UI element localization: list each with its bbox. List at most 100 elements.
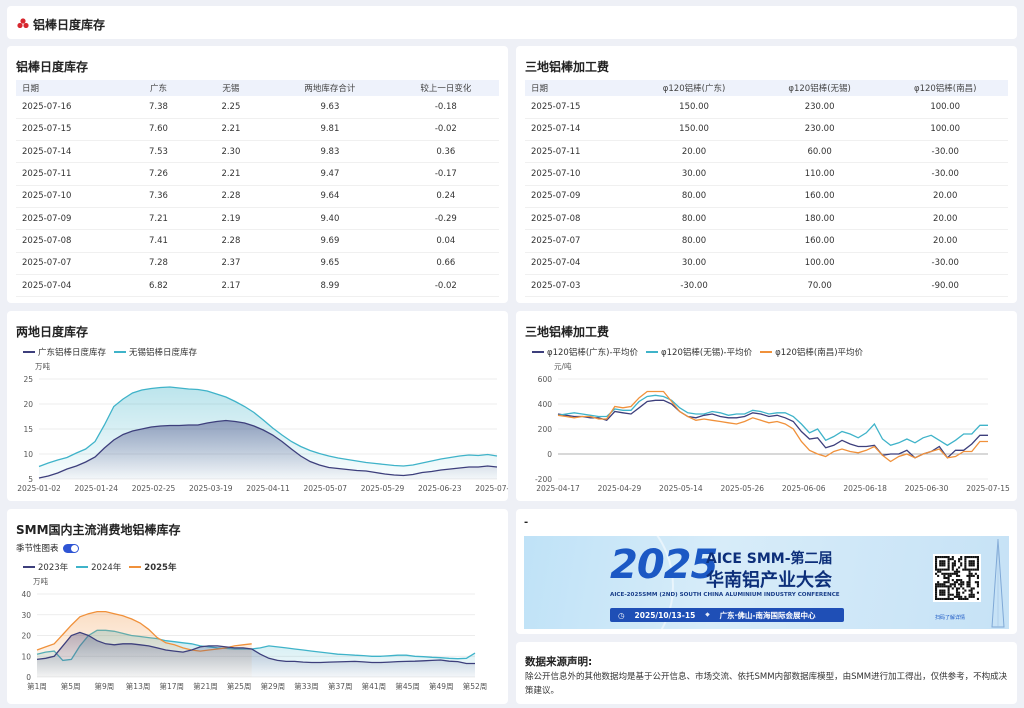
table-row: 2025-07-11 20.00 60.00 -30.00 xyxy=(525,140,1008,164)
legend-item-fee-wuxi[interactable]: φ120铝棒(无锡)-平均价 xyxy=(646,346,752,358)
table-row: 2025-07-15 150.00 230.00 100.00 xyxy=(525,96,1008,119)
table-cell: 7.41 xyxy=(122,229,195,253)
table-cell: -0.02 xyxy=(392,274,499,298)
fee-col-header: φ120铝棒(广东) xyxy=(662,84,726,94)
y-tick-label: 400 xyxy=(538,400,553,409)
disclaimer-card: 数据来源声明: 除公开信息外的其他数据均是基于公开信息、市场交流、依托SMM内部… xyxy=(516,642,1017,704)
table-cell: 2025-07-16 xyxy=(16,96,123,119)
table-cell: 2025-07-14 xyxy=(16,140,123,164)
y-tick-label: 600 xyxy=(538,375,553,384)
legend-item-guangdong[interactable]: 广东铝棒日度库存 xyxy=(23,346,106,358)
tower-icon xyxy=(991,539,1005,628)
table-row: 2025-07-08 80.00 180.00 20.00 xyxy=(525,207,1008,231)
table-cell: 2.21 xyxy=(194,162,268,186)
table-cell: 230.00 xyxy=(756,96,883,119)
fee-col-header: φ120铝棒(无锡) xyxy=(788,84,851,94)
y-axis-unit: 万吨 xyxy=(35,361,50,371)
banner-title-line1: AICE SMM-第二届 xyxy=(706,551,833,567)
stock-area-chart: 万吨 5 10 15 20 25 2025-01-02 2025-01-24 2025-02-2… xyxy=(17,361,508,493)
x-tick-label: 2025-06-06 xyxy=(782,484,826,493)
table-cell: 9.81 xyxy=(267,118,393,142)
table-cell: 0.36 xyxy=(392,140,499,164)
x-tick-label: 2025-05-26 xyxy=(720,484,764,493)
table-row: 2025-07-04 30.00 100.00 -30.00 xyxy=(525,252,1008,275)
y-tick-label: 30 xyxy=(21,611,31,620)
inventory-col-header: 日期 xyxy=(22,84,40,94)
y-axis-unit: 元/吨 xyxy=(554,361,572,371)
series-line-2 xyxy=(557,390,988,463)
table-cell: 100.00 xyxy=(882,118,1008,142)
table-cell: 70.00 xyxy=(756,274,883,298)
x-tick-label: 2025-04-11 xyxy=(246,484,290,493)
table-row: 2025-07-07 80.00 160.00 20.00 xyxy=(525,229,1008,253)
series-area-2 xyxy=(37,632,475,677)
disclaimer-title: 数据来源声明: xyxy=(525,656,593,668)
y-axis-unit: 万吨 xyxy=(33,576,48,586)
table-cell: 2025-07-07 xyxy=(16,252,123,275)
legend-item-2024[interactable]: 2024年 xyxy=(76,561,121,573)
seasonal-area-chart: 万吨 0 10 20 30 40 第1周 第5周 第9周 第13周 第17周 第21周 第25周 第29周… xyxy=(21,576,487,691)
table-cell: -0.17 xyxy=(392,162,499,186)
table-cell: 2025-07-15 xyxy=(16,118,123,142)
legend-item-fee-guangdong[interactable]: φ120铝棒(广东)-平均价 xyxy=(532,346,638,358)
qr-code-icon xyxy=(933,554,981,602)
seasonal-chart-title: SMM国内主流消费地铝棒库存 xyxy=(16,523,181,537)
table-cell: -0.02 xyxy=(392,118,499,142)
y-tick-label: 10 xyxy=(21,652,31,661)
disclaimer-text: 除公开信息外的其他数据均是基于公开信息、市场交流、依托SMM内部数据库模型，由S… xyxy=(525,672,1008,696)
y-tick-label: 25 xyxy=(23,375,33,384)
table-cell: 2.19 xyxy=(194,207,268,231)
inventory-table-title: 铝棒日度库存 xyxy=(16,60,89,74)
table-row: 2025-07-14 150.00 230.00 100.00 xyxy=(525,118,1008,142)
x-tick-label: 2025-03-19 xyxy=(189,484,233,493)
x-tick-label: 第17周 xyxy=(159,681,184,691)
x-tick-label: 2025-05-29 xyxy=(361,484,405,493)
legend-item-fee-nanchang[interactable]: φ120铝棒(南昌)平均价 xyxy=(760,346,863,358)
table-cell: 8.99 xyxy=(267,274,393,298)
fee-chart-title: 三地铝棒加工费 xyxy=(525,325,610,339)
table-cell: 2025-07-11 xyxy=(525,140,632,164)
seasonal-toggle-label: 季节性图表 xyxy=(16,544,59,554)
table-row: 2025-07-04 6.82 2.17 8.99 -0.02 xyxy=(16,274,499,298)
x-tick-label: 第41周 xyxy=(362,681,387,691)
table-cell: 2025-07-11 xyxy=(16,162,123,186)
legend-item-2025[interactable]: 2025年 xyxy=(129,561,176,573)
conference-banner[interactable]: 2025 AICE SMM-第二届 华南铝产业大会 AICE-2025SMM (… xyxy=(524,536,1009,629)
fee-col-header: φ120铝棒(南昌) xyxy=(913,84,977,94)
smm-logo-icon xyxy=(17,18,29,28)
table-cell: -30.00 xyxy=(882,140,1008,164)
table-cell: 80.00 xyxy=(631,207,757,231)
legend-item-2023[interactable]: 2023年 xyxy=(23,561,68,573)
table-cell: 60.00 xyxy=(756,140,883,164)
table-row: 2025-07-15 7.60 2.21 9.81 -0.02 xyxy=(16,118,499,142)
table-cell: 2.28 xyxy=(194,185,268,208)
seasonal-toggle[interactable] xyxy=(62,543,79,553)
table-row: 2025-07-11 7.26 2.21 9.47 -0.17 xyxy=(16,162,499,186)
table-cell: 2.37 xyxy=(194,252,268,275)
fee-table: 日期 φ120铝棒(广东) φ120铝棒(无锡) φ120铝棒(南昌) 2025-07… xyxy=(525,80,1008,298)
banner-subtitle: AICE-2025SMM (2ND) SOUTH CHINA ALUMINIUM… xyxy=(610,592,840,598)
table-cell: 30.00 xyxy=(631,252,757,275)
table-cell: 7.36 xyxy=(122,185,195,208)
banner-date: 2025/10/13-15 xyxy=(634,610,696,620)
table-cell: 2025-07-07 xyxy=(525,229,632,253)
inventory-col-header: 无锡 xyxy=(222,84,240,94)
legend-item-wuxi[interactable]: 无锡铝棒日度库存 xyxy=(114,346,197,358)
table-row: 2025-07-03 -30.00 70.00 -90.00 xyxy=(525,274,1008,298)
table-cell: 0.66 xyxy=(392,252,499,275)
table-cell: 80.00 xyxy=(631,229,757,253)
y-tick-label: 15 xyxy=(23,425,33,434)
x-tick-label: 第5周 xyxy=(61,681,81,691)
table-cell: 2025-07-10 xyxy=(16,185,123,208)
table-cell: 2.30 xyxy=(194,140,268,164)
banner-card: - 2025 AICE SMM-第二届 华南铝产业大会 AICE-2025SMM… xyxy=(516,509,1017,634)
banner-dash: - xyxy=(524,517,529,528)
table-cell: 20.00 xyxy=(882,207,1008,231)
table-cell: 2025-07-10 xyxy=(525,162,632,186)
table-cell: 9.47 xyxy=(267,162,393,186)
x-tick-label: 2025-06-18 xyxy=(843,484,887,493)
x-tick-label: 2025-07-16 xyxy=(475,484,508,493)
table-row: 2025-07-08 7.41 2.28 9.69 0.04 xyxy=(16,229,499,253)
table-cell: 160.00 xyxy=(756,185,883,208)
x-tick-label: 2025-06-30 xyxy=(905,484,949,493)
